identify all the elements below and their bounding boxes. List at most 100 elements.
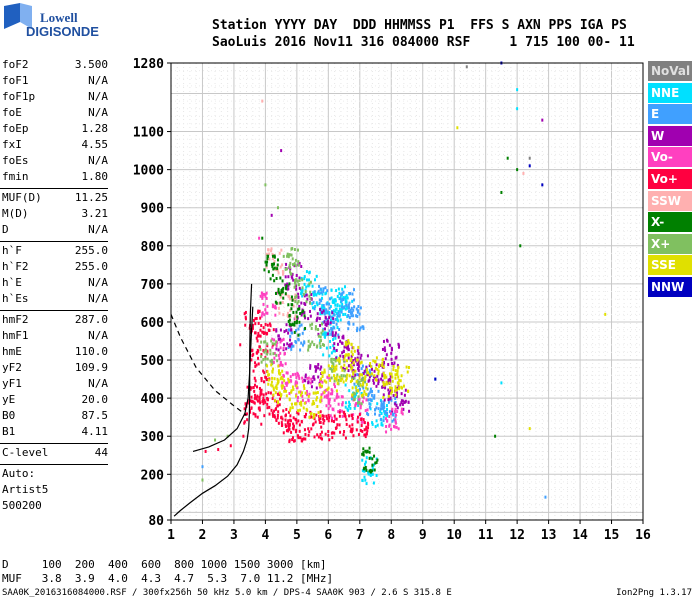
echo-point [279,340,282,344]
echo-point [334,309,337,313]
echo-point [333,313,336,317]
echo-point [400,411,403,415]
param-name: yE [2,393,16,406]
echo-point [337,311,340,315]
echo-point [347,408,350,412]
echo-point [338,414,341,418]
x-tick-label: 1 [167,528,175,543]
echo-point [363,421,366,425]
echo-point [260,340,263,344]
echo-point [266,260,269,264]
echo-point [364,465,367,469]
echo-point [340,374,343,378]
echo-point [317,334,320,338]
echo-point [392,394,395,398]
echo-point [319,399,322,403]
echo-point [364,375,367,379]
echo-point [298,390,301,394]
param-row: yF1 N/A [0,377,108,393]
param-row: h`F2 255.0 [0,260,108,276]
echo-point [371,463,374,467]
echo-point [329,378,332,382]
echo-point [341,395,344,399]
echo-point [374,376,377,380]
echo-point [382,393,385,397]
param-separator [0,464,108,465]
echo-point [226,434,229,438]
echo-point [349,311,352,315]
echo-point [277,306,280,310]
echo-point [298,261,301,265]
echo-point [544,495,547,499]
echo-point [276,400,279,404]
echo-point [362,393,365,397]
echo-point [299,436,302,440]
echo-point [347,352,350,356]
echo-point [329,321,332,325]
echo-point [354,369,357,373]
echo-point [298,286,301,290]
echo-point [282,337,285,341]
echo-point [311,402,314,406]
echo-point [323,327,326,331]
echo-point [360,378,363,382]
echo-point [357,360,360,364]
echo-point [259,401,262,405]
echo-point [332,338,335,342]
echo-point [390,357,393,361]
echo-point [277,353,280,357]
echo-point [267,328,270,332]
echo-point [360,360,363,364]
echo-point [348,389,351,393]
echo-point [333,365,336,369]
echo-point [279,361,282,365]
echo-point [285,389,288,393]
echo-point [263,350,266,354]
echo-point [362,418,365,422]
echo-point [296,373,299,377]
echo-point [324,315,327,319]
echo-point [289,265,292,269]
echo-point [341,401,344,405]
echo-point [358,397,361,401]
echo-point [516,168,519,172]
echo-point [315,368,318,372]
echo-point [345,378,348,382]
echo-point [269,359,272,363]
echo-point [297,412,300,416]
echo-point [277,334,280,338]
echo-point [365,468,368,472]
echo-point [343,306,346,310]
echo-point [273,342,276,346]
echo-point [342,366,345,370]
echo-point [288,423,291,427]
echo-point [312,300,315,304]
echo-point [292,427,295,431]
echo-point [201,478,204,482]
echo-point [297,307,300,311]
echo-point [298,402,301,406]
echo-point [315,396,318,400]
echo-point [386,411,389,415]
echo-point [338,361,341,365]
legend-item: E [648,104,692,125]
echo-point [528,164,531,168]
echo-point [301,376,304,380]
echo-point [375,419,378,423]
echo-point [368,402,371,406]
echo-point [394,402,397,406]
echo-point [383,376,386,380]
echo-point [371,422,374,426]
echo-point [374,412,377,416]
echo-point [277,364,280,368]
station-header-labels: Station YYYY DAY DDD HHMMSS P1 FFS S AXN… [212,18,627,33]
echo-point [255,351,258,355]
y-tick-label: 300 [141,430,165,445]
echo-point [326,322,329,326]
echo-point [349,429,352,433]
echo-point [305,270,308,274]
echo-point [328,329,331,333]
echo-point [366,429,369,433]
echo-point [287,331,290,335]
echo-point [302,406,305,410]
